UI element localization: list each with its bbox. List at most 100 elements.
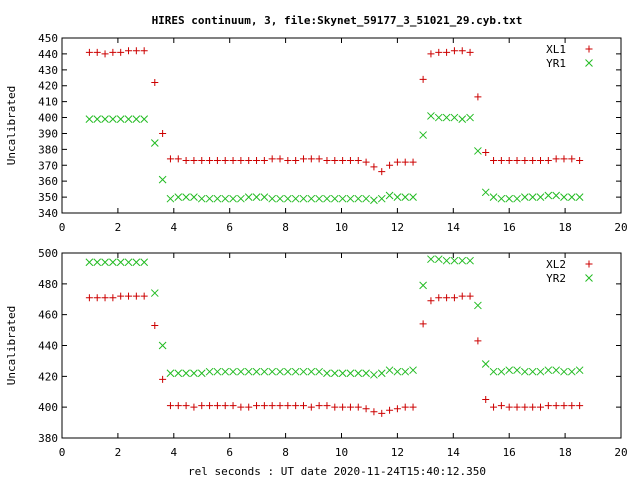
data-point [434, 113, 443, 122]
data-point [158, 175, 167, 184]
y-tick-label: 400 [38, 112, 58, 125]
data-point [268, 367, 277, 376]
data-point [490, 403, 498, 411]
top-panel: 340 350 360 370 380 390 400 410 420 430 440 450 0 2 4 6… [5, 32, 628, 234]
data-point [544, 366, 553, 375]
data-point [253, 157, 261, 164]
data-point [315, 367, 323, 376]
data-point [450, 47, 458, 55]
y-tick-label: 370 [38, 159, 58, 172]
data-point [268, 402, 276, 410]
data-point [481, 188, 490, 197]
data-point [174, 193, 183, 201]
data-point [537, 403, 545, 411]
data-point [434, 255, 443, 264]
data-point [140, 115, 149, 123]
data-point [299, 367, 308, 376]
bottom-panel: 380 400 420 440 460 480 500 0 2 4 6 8 10 12 14 16 18 20 Un… [5, 247, 628, 459]
data-point [140, 292, 148, 300]
data-point [354, 369, 363, 378]
data-point [307, 194, 316, 203]
data-point [93, 48, 101, 56]
data-point [521, 157, 529, 164]
data-point [291, 367, 300, 376]
data-point [513, 157, 521, 164]
data-point [386, 406, 394, 414]
data-point [117, 292, 125, 300]
data-point [443, 48, 451, 56]
data-point [346, 157, 354, 164]
data-point [190, 369, 198, 378]
data-point [101, 294, 109, 302]
data-point [150, 289, 159, 297]
data-point [221, 157, 229, 164]
data-point [419, 131, 427, 139]
data-point [435, 48, 443, 56]
data-point [450, 294, 458, 302]
data-point [435, 294, 443, 302]
data-point [132, 258, 141, 267]
legend-marker [585, 260, 593, 268]
data-point [560, 155, 568, 163]
data-point [93, 258, 102, 267]
data-point [339, 403, 347, 411]
data-point [505, 403, 513, 411]
data-point [276, 194, 284, 203]
data-point [190, 193, 198, 201]
data-point [213, 157, 221, 164]
data-point [182, 369, 190, 378]
data-point [237, 194, 245, 203]
data-point [330, 194, 339, 203]
data-point [299, 194, 308, 203]
data-point [482, 395, 490, 403]
data-point [513, 194, 521, 203]
data-point [458, 115, 467, 123]
data-point [182, 157, 190, 164]
x-tick-label: 2 [115, 221, 122, 234]
x-tick-label: 16 [503, 446, 516, 459]
data-point [125, 47, 133, 55]
data-point [229, 367, 237, 376]
data-point [354, 157, 362, 164]
data-point [466, 256, 474, 265]
x-tick-label: 4 [170, 446, 177, 459]
data-point [393, 193, 402, 201]
data-point [166, 155, 174, 163]
data-point [206, 402, 214, 410]
plot-frame [61, 252, 622, 439]
data-point [450, 256, 459, 265]
data-point [362, 405, 370, 413]
data-point [513, 366, 521, 375]
data-point [260, 157, 268, 164]
data-point [85, 258, 94, 267]
data-point [419, 281, 427, 290]
data-point [481, 360, 490, 368]
data-point [213, 194, 222, 203]
data-point [427, 255, 435, 264]
data-point [205, 367, 214, 376]
data-point [567, 367, 576, 376]
data-point [268, 155, 276, 163]
data-point [116, 115, 125, 123]
data-point [268, 194, 277, 203]
data-point [346, 403, 354, 411]
x-tick-label: 8 [282, 221, 289, 234]
y-axis-label: Uncalibrated [5, 86, 18, 165]
data-point [552, 366, 561, 375]
data-point [260, 193, 269, 201]
data-point [339, 157, 347, 164]
data-point [221, 402, 229, 410]
data-point [237, 157, 245, 164]
data-point [244, 193, 253, 201]
data-point [260, 402, 268, 410]
data-point [323, 194, 331, 203]
x-tick-label: 18 [558, 221, 571, 234]
data-point [393, 367, 402, 376]
data-point [132, 47, 140, 55]
data-point [140, 47, 148, 55]
legend-label: YR1 [546, 57, 566, 70]
data-point [409, 158, 417, 166]
data-point [490, 157, 498, 164]
data-point [474, 147, 482, 155]
data-point [497, 157, 505, 164]
